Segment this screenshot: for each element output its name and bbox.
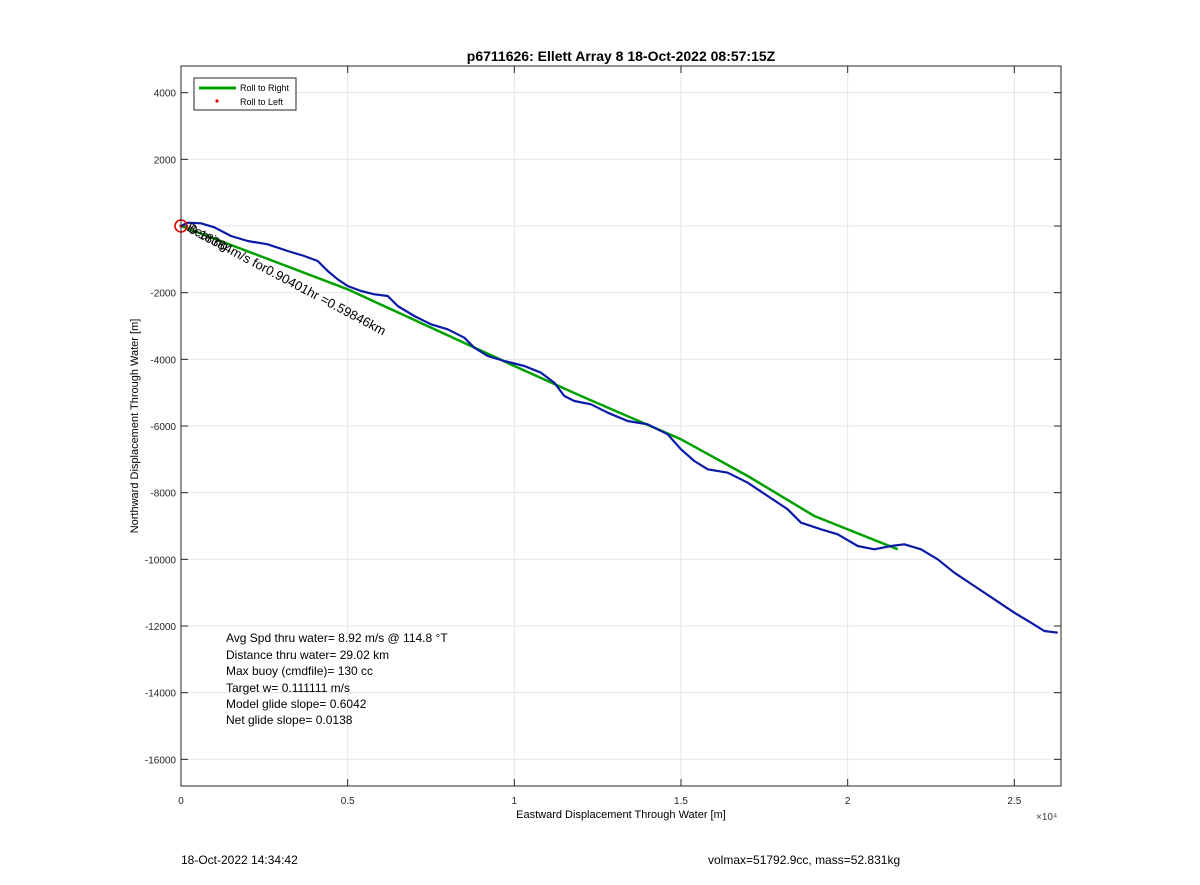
- stat-target-w: Target w= 0.111111 m/s: [226, 681, 350, 695]
- legend: Roll to Right Roll to Left: [193, 77, 297, 111]
- y-tick-label: -2000: [150, 289, 176, 300]
- x-tick-label: 0.5: [341, 796, 355, 807]
- x-tick-label: 1.5: [674, 796, 688, 807]
- footer-summary: volmax=51792.9cc, mass=52.831kg: [708, 853, 901, 867]
- stat-max-buoy: Max buoy (cmdfile)= 130 cc: [226, 664, 373, 678]
- chart-title: p6711626: Ellett Array 8 18-Oct-2022 08:…: [467, 48, 776, 64]
- legend-label-roll-right: Roll to Right: [240, 83, 290, 93]
- stat-distance: Distance thru water= 29.02 km: [226, 648, 389, 662]
- x-exponent-label: ×10⁴: [1036, 812, 1057, 823]
- x-tick-label: 1: [512, 796, 518, 807]
- y-tick-label: -4000: [150, 355, 176, 366]
- legend-label-roll-left: Roll to Left: [240, 97, 284, 107]
- x-tick-label: 2: [845, 796, 851, 807]
- y-tick-label: -8000: [150, 489, 176, 500]
- x-axis-label: Eastward Displacement Through Water [m]: [516, 809, 726, 821]
- legend-swatch-roll-left: [215, 99, 219, 103]
- ticks: 0 0.5 1 1.5 2 2.5 4000 2000 -2000 -4000 -6000 -8000…: [145, 66, 1061, 807]
- series-line-1: [180, 221, 1058, 634]
- stat-avg-speed: Avg Spd thru water= 8.92 m/s @ 114.8 °T: [226, 631, 448, 645]
- y-tick-label: -16000: [145, 755, 177, 766]
- series-line-0: [180, 224, 899, 551]
- x-tick-label: 0: [178, 796, 184, 807]
- y-tick-label: 2000: [154, 155, 177, 166]
- y-tick-label: 4000: [154, 89, 177, 100]
- y-tick-label: -14000: [145, 689, 177, 700]
- stat-model-glide: Model glide slope= 0.6042: [226, 697, 367, 711]
- stats-block: Avg Spd thru water= 8.92 m/s @ 114.8 °T …: [226, 631, 448, 727]
- x-tick-label: 2.5: [1007, 796, 1021, 807]
- y-axis-label: Northward Displacement Through Water [m]: [129, 319, 141, 534]
- y-tick-label: -10000: [145, 555, 177, 566]
- y-tick-label: -12000: [145, 622, 177, 633]
- grid: [180, 66, 1061, 786]
- footer-timestamp: 18-Oct-2022 14:34:42: [181, 853, 298, 867]
- y-tick-label: -6000: [150, 422, 176, 433]
- legend-box: [193, 77, 297, 111]
- stat-net-glide: Net glide slope= 0.0138: [226, 713, 353, 727]
